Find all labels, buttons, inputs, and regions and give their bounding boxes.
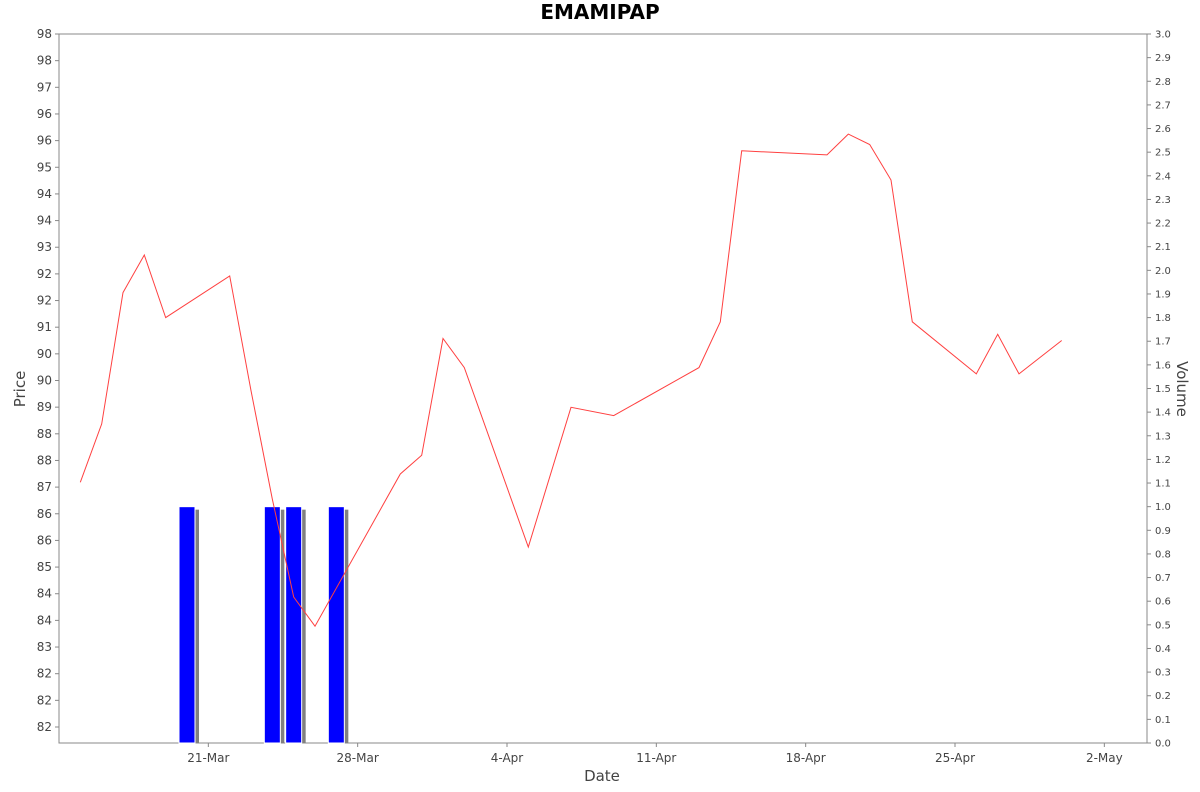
y-axis-left: 82 82 82 83 84 84 85 86 86 87 88 88 89 90 90 91 92 92 93 94… [37, 27, 59, 734]
chart-title: EMAMIPAP [540, 0, 659, 24]
y2-tick-label: 2.0 [1155, 266, 1171, 277]
volume-bars [178, 506, 349, 744]
volume-bar [178, 506, 196, 744]
y2-tick-label: 1.0 [1155, 502, 1171, 513]
y-tick-label: 98 [37, 54, 52, 68]
y2-tick-label: 0.0 [1155, 739, 1171, 750]
volume-bar [263, 506, 281, 744]
y-tick-label: 83 [37, 640, 52, 654]
y-tick-label: 96 [37, 134, 52, 148]
y-tick-label: 91 [37, 320, 52, 334]
y2-tick-label: 0.1 [1155, 715, 1171, 726]
y-tick-label: 86 [37, 507, 52, 521]
volume-bar [285, 506, 303, 744]
y2-tick-label: 0.4 [1155, 644, 1171, 655]
x-axis-label: Date [584, 767, 620, 785]
y2-tick-label: 2.4 [1155, 171, 1171, 182]
y2-tick-label: 2.3 [1155, 195, 1171, 206]
y2-tick-label: 0.7 [1155, 573, 1171, 584]
x-tick-label: 28-Mar [337, 751, 379, 765]
y-tick-label: 84 [37, 587, 52, 601]
y-axis-right: 0.0 0.1 0.2 0.3 0.4 0.5 0.6 0.7 0.8 0.9 1.0 1.1 1.2 1… [1147, 30, 1171, 750]
y-tick-label: 85 [37, 560, 52, 574]
y-tick-label: 82 [37, 720, 52, 734]
y2-tick-label: 2.5 [1155, 148, 1171, 159]
y-tick-label: 96 [37, 107, 52, 121]
y-tick-label: 90 [37, 374, 52, 388]
x-axis: 21-Mar 28-Mar 4-Apr 11-Apr 18-Apr 25-Apr 2-May [187, 743, 1123, 765]
y2-tick-label: 1.2 [1155, 455, 1171, 466]
plot-area [58, 33, 1148, 744]
y-axis-label: Price [11, 371, 29, 408]
x-tick-label: 21-Mar [187, 751, 229, 765]
y2-tick-label: 2.7 [1155, 100, 1171, 111]
y-tick-label: 98 [37, 27, 52, 41]
y-tick-label: 93 [37, 240, 52, 254]
x-tick-label: 25-Apr [935, 751, 975, 765]
y-tick-label: 88 [37, 427, 52, 441]
y2-tick-label: 2.9 [1155, 53, 1171, 64]
x-tick-label: 11-Apr [636, 751, 676, 765]
y-tick-label: 90 [37, 347, 52, 361]
y2-tick-label: 2.2 [1155, 219, 1171, 230]
y2-tick-label: 0.6 [1155, 597, 1171, 608]
y-tick-label: 92 [37, 267, 52, 281]
y2-tick-label: 1.1 [1155, 479, 1171, 490]
y2-tick-label: 1.7 [1155, 337, 1171, 348]
y-tick-label: 89 [37, 400, 52, 414]
y2-tick-label: 1.3 [1155, 431, 1171, 442]
y-tick-label: 94 [37, 214, 52, 228]
y-tick-label: 82 [37, 693, 52, 707]
price-series [79, 133, 1063, 628]
y2-tick-label: 2.1 [1155, 242, 1171, 253]
x-tick-label: 4-Apr [491, 751, 524, 765]
price-line [79, 133, 1063, 628]
y-tick-label: 97 [37, 80, 52, 94]
y2-tick-label: 2.8 [1155, 77, 1171, 88]
y-tick-label: 86 [37, 533, 52, 547]
y-tick-label: 84 [37, 613, 52, 627]
y2-tick-label: 1.6 [1155, 360, 1171, 371]
y2-tick-label: 1.8 [1155, 313, 1171, 324]
y2-axis-label: Volume [1173, 361, 1191, 417]
y-tick-label: 94 [37, 187, 52, 201]
x-tick-label: 2-May [1086, 751, 1123, 765]
y-tick-label: 92 [37, 294, 52, 308]
y2-tick-label: 0.2 [1155, 691, 1171, 702]
y2-tick-label: 1.5 [1155, 384, 1171, 395]
y2-tick-label: 1.9 [1155, 289, 1171, 300]
y2-tick-label: 0.9 [1155, 526, 1171, 537]
y-tick-label: 82 [37, 667, 52, 681]
y-tick-label: 87 [37, 480, 52, 494]
x-tick-label: 18-Apr [786, 751, 826, 765]
y2-tick-label: 0.8 [1155, 549, 1171, 560]
y2-tick-label: 0.5 [1155, 620, 1171, 631]
y2-tick-label: 2.6 [1155, 124, 1171, 135]
y-tick-label: 95 [37, 160, 52, 174]
y-tick-label: 88 [37, 453, 52, 467]
y2-tick-label: 3.0 [1155, 30, 1171, 41]
y2-tick-label: 1.4 [1155, 408, 1171, 419]
volume-bar [327, 506, 345, 744]
y2-tick-label: 0.3 [1155, 668, 1171, 679]
